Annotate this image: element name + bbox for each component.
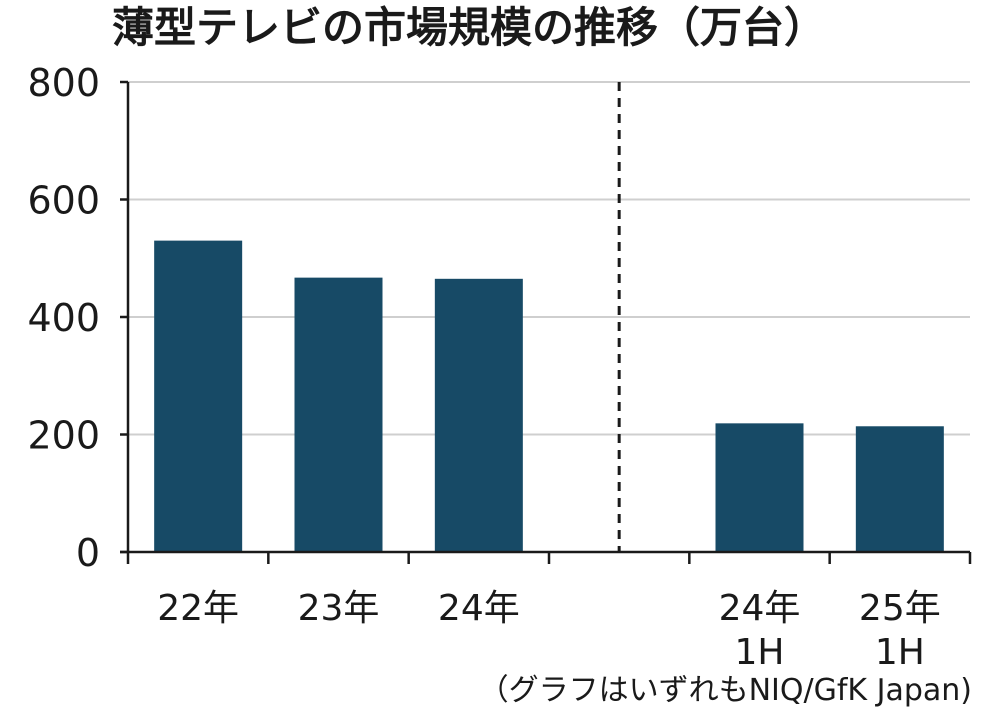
bar: [855, 426, 944, 552]
x-category-label: 1H: [875, 632, 925, 673]
y-tick-label: 0: [76, 531, 100, 575]
bar: [154, 240, 243, 552]
y-tick-label: 600: [27, 179, 100, 223]
bar: [715, 423, 804, 552]
x-category-label: 22年: [157, 588, 239, 629]
bars: [154, 240, 944, 552]
bar: [294, 277, 383, 552]
y-tick-labels: 0 200 400 600 800: [27, 61, 100, 575]
x-category-label: 24年: [719, 588, 801, 629]
y-tick-label: 400: [27, 296, 100, 340]
source-note: （グラフはいずれもNIQ/GfK Japan): [479, 673, 972, 708]
x-category-label: 1H: [735, 632, 785, 673]
axes: [120, 80, 972, 564]
x-category-label: 24年: [438, 588, 520, 629]
y-tick-label: 800: [27, 61, 100, 105]
x-category-label: 25年: [859, 588, 941, 629]
y-tick-label: 200: [27, 414, 100, 458]
chart-title: 薄型テレビの市場規模の推移（万台）: [112, 3, 826, 52]
bar: [434, 278, 523, 552]
x-category-label: 23年: [298, 588, 380, 629]
gridlines: [128, 81, 970, 436]
